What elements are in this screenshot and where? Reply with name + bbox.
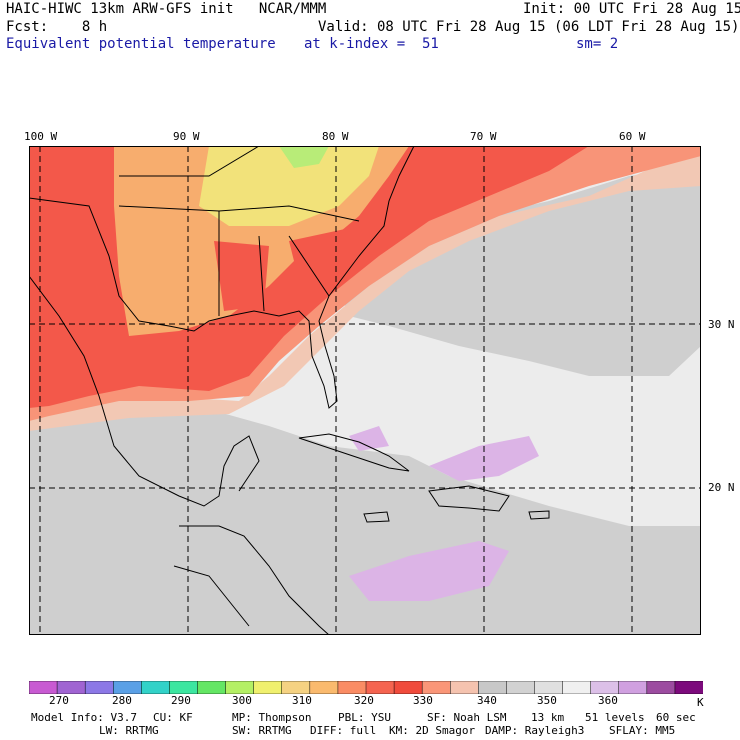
colorbar-swatch xyxy=(169,681,199,694)
colorbar-swatch xyxy=(337,681,367,694)
valid-time: Valid: 08 UTC Fri 28 Aug 15 (06 LDT Fri … xyxy=(318,19,740,35)
colorbar-swatch xyxy=(113,681,143,694)
land-red-patch-2 xyxy=(289,226,369,286)
colorbar-swatch xyxy=(29,681,58,694)
colorbar-swatch xyxy=(309,681,339,694)
lat-label-30n: 30 N xyxy=(708,318,735,331)
cbar-label-340: 340 xyxy=(477,694,497,707)
land-green xyxy=(279,146,329,168)
colorbar-swatch xyxy=(534,681,564,694)
lon-label-80w: 80 W xyxy=(322,130,349,143)
lat-lon-grid xyxy=(29,146,701,635)
cbar-label-290: 290 xyxy=(171,694,191,707)
land-yellow xyxy=(199,146,379,226)
colorbar-swatch xyxy=(674,681,703,694)
colorbar-swatch xyxy=(56,681,86,694)
field-name: Equivalent potential temperature xyxy=(6,36,276,52)
cbar-label-330: 330 xyxy=(413,694,433,707)
surface-scheme: SF: Noah LSM xyxy=(427,711,507,724)
cbar-label-360: 360 xyxy=(598,694,618,707)
colorbar-swatch xyxy=(421,681,452,694)
cbar-label-320: 320 xyxy=(354,694,374,707)
cbar-label-270: 270 xyxy=(49,694,69,707)
model-version: Model Info: V3.7 xyxy=(31,711,137,724)
model-title: HAIC-HIWC 13km ARW-GFS init NCAR/MMM xyxy=(6,1,327,17)
eddy-coefficient: KM: 2D Smagor xyxy=(389,724,476,737)
lavender-patch-1 xyxy=(349,541,509,601)
colorbar-swatch xyxy=(225,681,255,694)
colorbar xyxy=(29,681,703,694)
colorbar-swatch xyxy=(281,681,311,694)
colorbar-swatch xyxy=(478,681,508,694)
map-frame xyxy=(29,146,701,635)
lon-label-60w: 60 W xyxy=(619,130,646,143)
lavender-patch-3 xyxy=(349,426,389,451)
lat-label-20n: 20 N xyxy=(708,481,735,494)
colorbar-swatch xyxy=(646,681,676,694)
land-red-patch xyxy=(214,241,269,311)
colorbar-swatch xyxy=(365,681,395,694)
init-time: Init: 00 UTC Fri 28 Aug 15 xyxy=(523,1,740,17)
colorbar-swatch xyxy=(393,681,423,694)
colorbar-swatch xyxy=(84,681,114,694)
colorbar-swatch xyxy=(197,681,227,694)
longwave-scheme: LW: RRTMG xyxy=(99,724,159,737)
cumulus-scheme: CU: KF xyxy=(153,711,193,724)
theta-e-map xyxy=(29,146,701,635)
vertical-levels: 51 levels xyxy=(585,711,645,724)
cbar-unit: K xyxy=(697,696,704,709)
shortwave-scheme: SW: RRTMG xyxy=(232,724,292,737)
cbar-label-350: 350 xyxy=(537,694,557,707)
level-index: at k-index = 51 xyxy=(304,36,439,52)
coastlines xyxy=(29,146,550,635)
lon-label-100w: 100 W xyxy=(24,130,58,143)
pbl-scheme: PBL: YSU xyxy=(338,711,391,724)
colorbar-swatch xyxy=(562,681,592,694)
colorbar-swatch xyxy=(253,681,283,694)
grid-spacing: 13 km xyxy=(531,711,565,724)
cbar-label-310: 310 xyxy=(292,694,312,707)
colorbar-swatch xyxy=(450,681,480,694)
smoothing-value: sm= 2 xyxy=(576,36,619,52)
surface-layer: SFLAY: MM5 xyxy=(609,724,676,737)
lon-label-70w: 70 W xyxy=(470,130,497,143)
cbar-label-280: 280 xyxy=(112,694,132,707)
colorbar-swatch xyxy=(618,681,648,694)
time-step: 60 sec xyxy=(656,711,696,724)
microphysics-scheme: MP: Thompson xyxy=(232,711,312,724)
lon-label-90w: 90 W xyxy=(173,130,200,143)
colorbar-swatch xyxy=(141,681,171,694)
diffusion-setting: DIFF: full xyxy=(310,724,377,737)
forecast-hour: Fcst: 8 h xyxy=(6,19,108,35)
cbar-label-300: 300 xyxy=(232,694,252,707)
damping-setting: DAMP: Rayleigh3 xyxy=(485,724,585,737)
colorbar-swatch xyxy=(590,681,620,694)
colorbar-swatch xyxy=(506,681,536,694)
